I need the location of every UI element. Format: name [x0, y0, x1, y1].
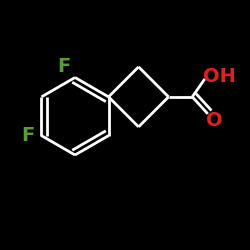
Text: O: O: [206, 112, 223, 130]
Text: F: F: [57, 58, 70, 76]
Text: F: F: [21, 126, 34, 145]
Text: OH: OH: [203, 67, 236, 86]
